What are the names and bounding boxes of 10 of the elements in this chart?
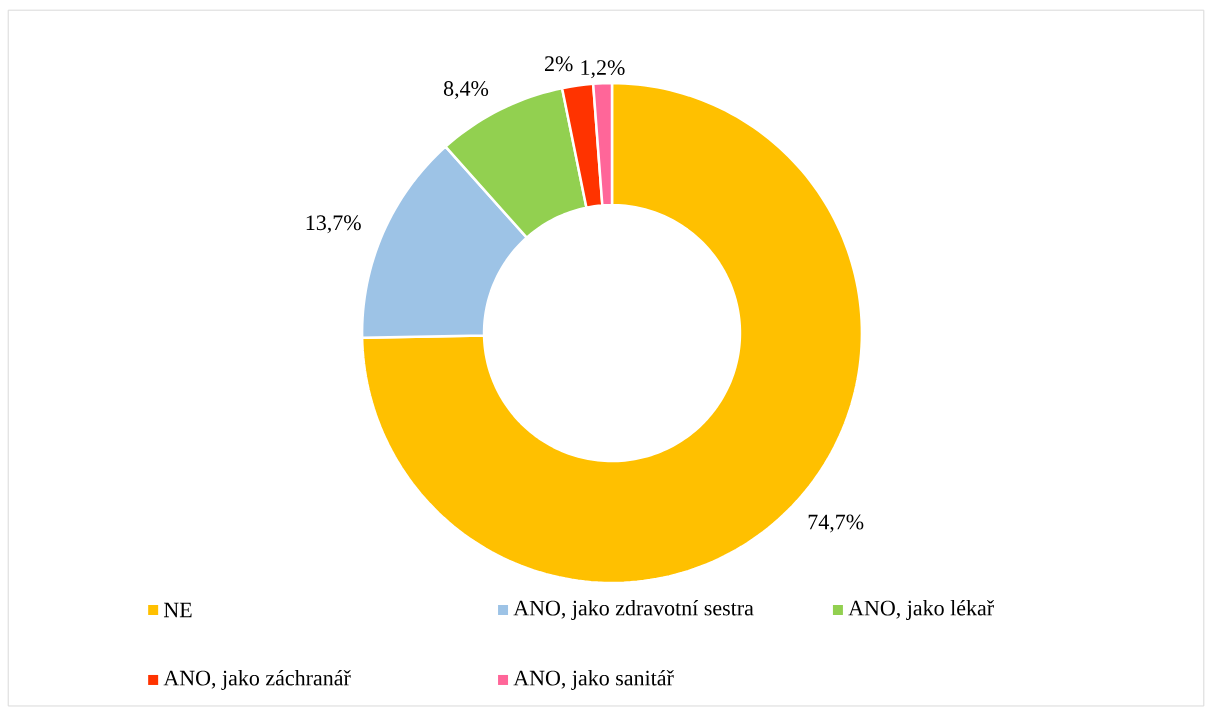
legend-label: ANO, jako zdravotní sestra — [513, 599, 754, 620]
legend-label: ANO, jako sanitář — [513, 669, 674, 690]
legend-label: ANO, jako záchranář — [163, 669, 351, 690]
data-label: 1,2% — [581, 60, 625, 79]
data-label: 2% — [544, 56, 573, 72]
data-label: 74,7% — [808, 514, 864, 533]
legend-label: ANO, jako lékař — [848, 599, 994, 620]
legend-label: NE — [163, 602, 192, 618]
data-label: 8,4% — [443, 80, 489, 99]
data-label: 13,7% — [306, 215, 361, 234]
